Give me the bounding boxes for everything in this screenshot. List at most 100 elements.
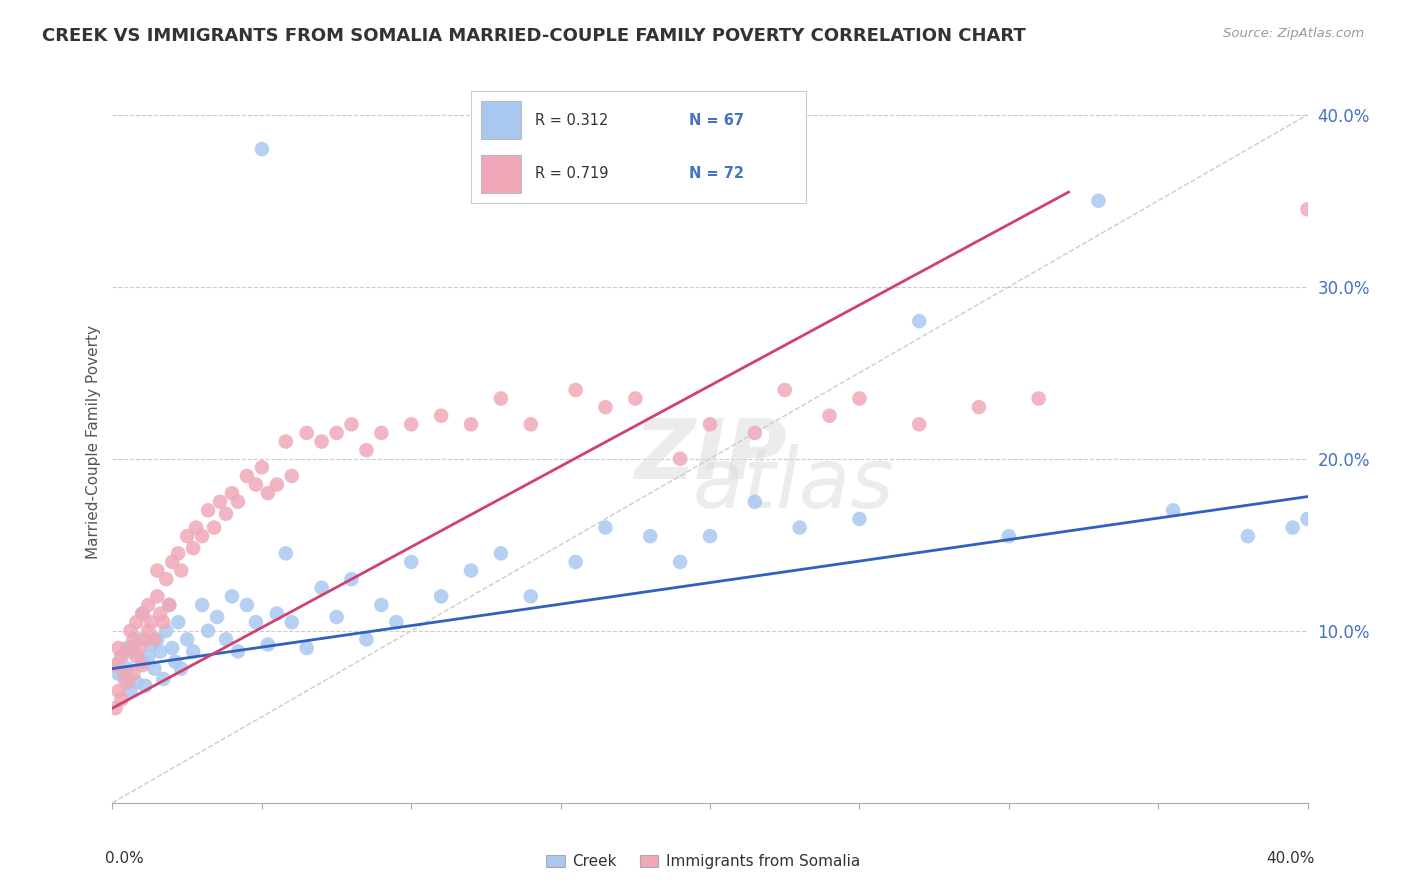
Point	[848, 512, 870, 526]
Point	[107, 666, 129, 681]
Point	[209, 494, 232, 508]
Point	[311, 581, 333, 595]
Text: Source: ZipAtlas.com: Source: ZipAtlas.com	[1223, 27, 1364, 40]
Point	[773, 383, 796, 397]
Point	[245, 615, 267, 630]
Point	[1237, 529, 1260, 543]
Point	[191, 529, 214, 543]
Text: 40.0%: 40.0%	[1267, 851, 1315, 865]
Point	[236, 469, 259, 483]
Point	[114, 672, 135, 686]
Point	[117, 675, 139, 690]
Point	[122, 644, 145, 658]
Point	[1087, 194, 1109, 208]
Text: ZIP: ZIP	[634, 416, 786, 497]
Point	[281, 615, 304, 630]
Point	[131, 658, 153, 673]
Point	[131, 607, 153, 621]
Point	[274, 434, 297, 449]
Point	[370, 425, 392, 440]
Point	[295, 425, 318, 440]
Point	[967, 400, 990, 414]
Point	[155, 572, 177, 586]
Point	[640, 529, 662, 543]
Point	[356, 443, 378, 458]
Point	[141, 615, 163, 630]
Point	[370, 598, 392, 612]
Point	[110, 649, 132, 664]
Point	[138, 598, 160, 612]
Point	[221, 486, 243, 500]
Point	[215, 507, 238, 521]
Point	[281, 469, 304, 483]
Point	[245, 477, 267, 491]
Point	[176, 529, 198, 543]
Point	[181, 644, 204, 658]
Point	[520, 590, 543, 604]
Point	[236, 598, 259, 612]
Point	[266, 477, 288, 491]
Point	[170, 662, 193, 676]
Point	[564, 383, 586, 397]
Point	[152, 672, 174, 686]
Point	[110, 649, 132, 664]
Legend: Creek, Immigrants from Somalia: Creek, Immigrants from Somalia	[540, 848, 866, 875]
Point	[131, 607, 153, 621]
Point	[274, 546, 297, 560]
Point	[595, 520, 617, 534]
Point	[669, 555, 692, 569]
Point	[162, 640, 183, 655]
Point	[131, 655, 153, 669]
Point	[908, 417, 931, 432]
Point	[181, 541, 204, 556]
Point	[311, 434, 333, 449]
Point	[202, 520, 225, 534]
Point	[699, 417, 721, 432]
Point	[117, 640, 139, 655]
Point	[669, 451, 692, 466]
Point	[149, 607, 172, 621]
Point	[460, 417, 482, 432]
Point	[205, 610, 228, 624]
Point	[257, 486, 280, 500]
Point	[266, 607, 288, 621]
Point	[110, 692, 132, 706]
Point	[146, 590, 169, 604]
Point	[385, 615, 408, 630]
Point	[818, 409, 841, 423]
Point	[141, 638, 163, 652]
Point	[122, 632, 145, 647]
Point	[104, 658, 127, 673]
Point	[624, 392, 647, 406]
Point	[170, 564, 193, 578]
Point	[125, 649, 148, 664]
Point	[128, 640, 150, 655]
Point	[564, 555, 586, 569]
Point	[152, 615, 174, 630]
Point	[221, 590, 243, 604]
Point	[146, 564, 169, 578]
Point	[1161, 503, 1184, 517]
Point	[134, 632, 156, 647]
Point	[128, 632, 150, 647]
Point	[125, 615, 148, 630]
Point	[257, 638, 280, 652]
Point	[143, 632, 166, 647]
Point	[197, 624, 219, 638]
Point	[325, 425, 347, 440]
Text: atlas: atlas	[693, 444, 894, 525]
Point	[120, 684, 142, 698]
Point	[460, 564, 482, 578]
Point	[167, 546, 190, 560]
Point	[998, 529, 1021, 543]
Point	[122, 666, 145, 681]
Point	[430, 409, 453, 423]
Point	[699, 529, 721, 543]
Point	[520, 417, 543, 432]
Point	[167, 615, 190, 630]
Point	[157, 598, 180, 612]
Point	[138, 649, 160, 664]
Point	[191, 598, 214, 612]
Point	[157, 598, 180, 612]
Text: 0.0%: 0.0%	[105, 851, 145, 865]
